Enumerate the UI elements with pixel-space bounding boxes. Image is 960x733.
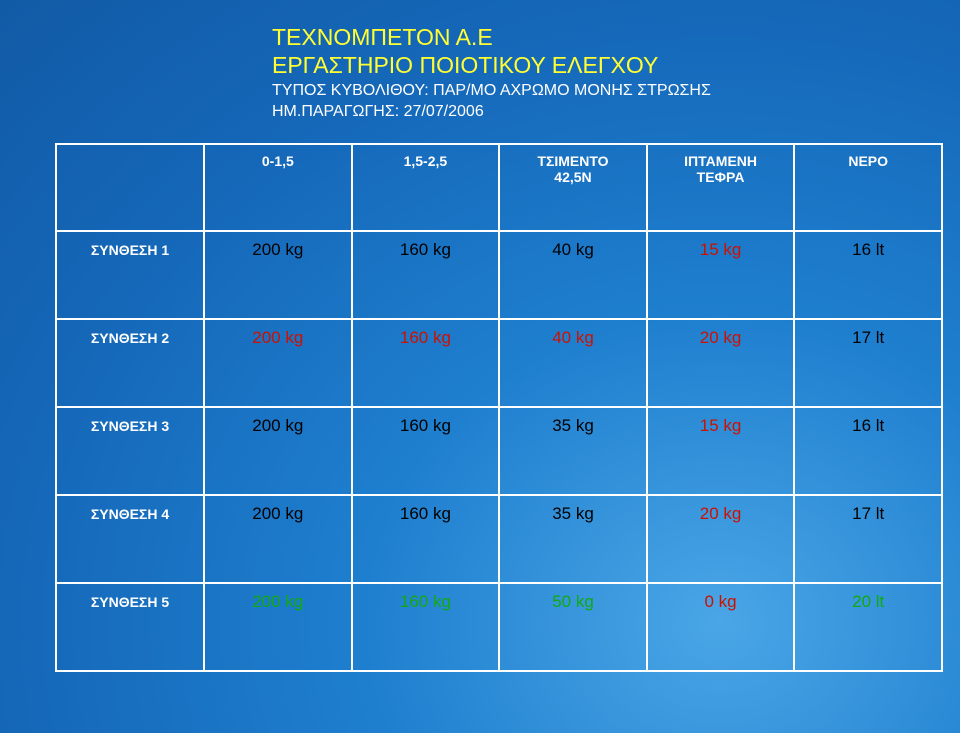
column-header: ΙΠΤΑΜΕΝΗ ΤΕΦΡΑ [645, 143, 796, 232]
row-label: ΣΥΝΘΕΣΗ 3 [55, 406, 205, 496]
row: ΣΥΝΘΕΣΗ 3 200 kg 160 kg 35 kg 15 kg 16 l… [55, 406, 943, 496]
cell: 15 kg [645, 230, 796, 320]
cell: 200 kg [203, 318, 353, 408]
lab-title: ΕΡΓΑΣΤΗΡΙΟ ΠΟΙΟΤΙΚΟΥ ΕΛΕΓΧΟΥ [272, 52, 659, 78]
row-label: ΣΥΝΘΕΣΗ 2 [55, 318, 205, 408]
cell: 35 kg [498, 494, 648, 584]
cell: 40 kg [498, 318, 648, 408]
header-row: 0-1,5 1,5-2,5 ΤΣΙΜΕΝΤΟ 42,5N ΙΠΤΑΜΕΝΗ ΤΕ… [55, 143, 943, 232]
cell: 20 kg [645, 494, 796, 584]
corner-cell [55, 143, 205, 232]
column-header: 1,5-2,5 [350, 143, 501, 232]
cell: 20 kg [645, 318, 796, 408]
column-header: 0-1,5 [203, 143, 353, 232]
cell: 200 kg [203, 406, 353, 496]
cell: 160 kg [350, 406, 501, 496]
cell: 50 kg [498, 582, 648, 672]
cell: 160 kg [350, 230, 501, 320]
row: ΣΥΝΘΕΣΗ 2 200 kg 160 kg 40 kg 20 kg 17 l… [55, 318, 943, 408]
cell: 16 lt [793, 406, 943, 496]
cell: 160 kg [350, 318, 501, 408]
cell: 16 lt [793, 230, 943, 320]
cell: 160 kg [350, 582, 501, 672]
cell: 40 kg [498, 230, 648, 320]
cell: 200 kg [203, 582, 353, 672]
row: ΣΥΝΘΕΣΗ 1 200 kg 160 kg 40 kg 15 kg 16 l… [55, 230, 943, 320]
date-line: ΗΜ.ΠΑΡΑΓΩΓΗΣ: 27/07/2006 [272, 103, 484, 120]
column-header: ΤΣΙΜΕΝΤΟ 42,5N [498, 143, 648, 232]
row-label: ΣΥΝΘΕΣΗ 4 [55, 494, 205, 584]
cell: 17 lt [793, 318, 943, 408]
company-title: ΤΕΧΝΟΜΠΕΤΟΝ Α.Ε [272, 24, 493, 50]
column-header: ΝΕΡΟ [793, 143, 943, 232]
row-label: ΣΥΝΘΕΣΗ 5 [55, 582, 205, 672]
cell: 20 lt [793, 582, 943, 672]
row: ΣΥΝΘΕΣΗ 5 200 kg 160 kg 50 kg 0 kg 20 lt [55, 582, 943, 672]
cell: 200 kg [203, 494, 353, 584]
cell: 15 kg [645, 406, 796, 496]
cell: 0 kg [645, 582, 796, 672]
cell: 35 kg [498, 406, 648, 496]
cell: 200 kg [203, 230, 353, 320]
row: ΣΥΝΘΕΣΗ 4 200 kg 160 kg 35 kg 20 kg 17 l… [55, 494, 943, 584]
cell: 17 lt [793, 494, 943, 584]
row-label: ΣΥΝΘΕΣΗ 1 [55, 230, 205, 320]
mix-table: 0-1,5 1,5-2,5 ΤΣΙΜΕΝΤΟ 42,5N ΙΠΤΑΜΕΝΗ ΤΕ… [55, 143, 943, 672]
type-line: ΤΥΠΟΣ ΚΥΒΟΛΙΘΟΥ: ΠΑΡ/ΜΟ ΑΧΡΩΜΟ ΜΟΝΗΣ ΣΤΡ… [272, 82, 711, 99]
cell: 160 kg [350, 494, 501, 584]
